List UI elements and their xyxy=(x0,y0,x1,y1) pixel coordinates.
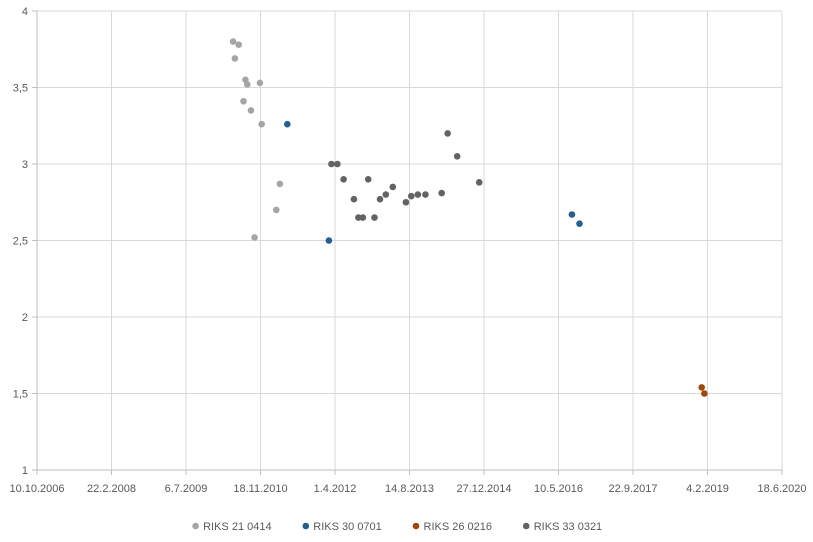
y-tick-label: 3 xyxy=(22,159,28,171)
y-tick-label: 2,5 xyxy=(13,236,28,248)
data-point xyxy=(243,81,251,88)
data-point xyxy=(247,107,255,114)
x-tick-label: 18.6.2020 xyxy=(758,483,807,495)
y-tick-label: 1 xyxy=(22,465,28,477)
data-point xyxy=(698,384,705,391)
data-point xyxy=(272,206,280,214)
legend-label: RIKS 21 0414 xyxy=(203,521,272,533)
data-point xyxy=(328,160,335,168)
legend-marker xyxy=(302,522,310,530)
data-point xyxy=(407,192,415,200)
data-point xyxy=(325,237,333,244)
y-tick-label: 2 xyxy=(22,312,28,324)
legend-item: RIKS 21 0414 xyxy=(192,521,272,533)
data-point xyxy=(235,41,243,48)
data-point xyxy=(444,130,451,137)
legend-label: RIKS 26 0216 xyxy=(424,521,493,533)
legend-item: RIKS 26 0216 xyxy=(412,521,493,533)
x-tick-label: 10.5.2016 xyxy=(534,483,583,495)
data-point xyxy=(376,195,384,203)
axis-layer xyxy=(32,10,783,475)
data-point xyxy=(475,179,483,186)
legend-item: RIKS 30 0701 xyxy=(302,521,382,533)
legend-marker xyxy=(192,522,199,530)
data-point xyxy=(350,195,358,203)
data-point xyxy=(438,189,445,197)
x-tick-label: 27.12.2014 xyxy=(456,483,511,495)
x-tick-label: 22.2.2008 xyxy=(87,483,136,495)
grid-layer xyxy=(37,10,783,470)
x-tick-label: 10.10.2006 xyxy=(9,483,64,495)
data-point xyxy=(229,38,237,45)
data-point xyxy=(258,120,265,128)
data-point xyxy=(422,191,429,198)
data-point xyxy=(453,153,461,160)
x-tick-label: 4.2.2019 xyxy=(686,483,729,495)
data-point xyxy=(576,220,583,227)
x-tick-label: 22.9.2017 xyxy=(609,483,658,495)
x-tick-label: 1.4.2012 xyxy=(314,483,357,495)
data-point xyxy=(414,191,422,198)
data-point xyxy=(256,79,264,87)
data-point xyxy=(276,180,284,188)
data-point xyxy=(359,214,367,221)
data-point xyxy=(568,211,576,218)
y-tick-label: 3,5 xyxy=(13,83,28,95)
data-point xyxy=(402,198,410,206)
data-point xyxy=(340,176,347,183)
x-tick-label: 6.7.2009 xyxy=(165,483,208,495)
data-point xyxy=(334,160,341,168)
data-point xyxy=(389,183,397,191)
legend: RIKS 21 0414 RIKS 30 0701 RIKS 26 0216 RIKS… xyxy=(192,521,602,533)
tick-label-layer: 10.10.2006 22.2.2008 6.7.2009 18.11.2010 1.4… xyxy=(9,6,806,495)
legend-item: RIKS 33 0321 xyxy=(522,521,603,533)
data-point xyxy=(251,234,258,241)
data-point xyxy=(701,390,708,397)
legend-label: RIKS 33 0321 xyxy=(534,521,603,533)
x-tick-label: 18.11.2010 xyxy=(233,483,287,495)
data-point xyxy=(371,214,378,221)
legend-marker xyxy=(522,522,530,530)
legend-label: RIKS 30 0701 xyxy=(313,521,382,533)
data-point xyxy=(240,97,247,105)
x-tick-label: 14.8.2013 xyxy=(385,483,434,495)
data-point xyxy=(364,176,372,183)
data-point xyxy=(231,55,239,62)
data-point-layer xyxy=(229,38,708,397)
y-tick-label: 1,5 xyxy=(13,389,28,401)
data-point xyxy=(284,120,291,128)
data-point xyxy=(382,191,390,198)
legend-marker xyxy=(412,522,420,530)
y-tick-label: 4 xyxy=(22,6,28,18)
